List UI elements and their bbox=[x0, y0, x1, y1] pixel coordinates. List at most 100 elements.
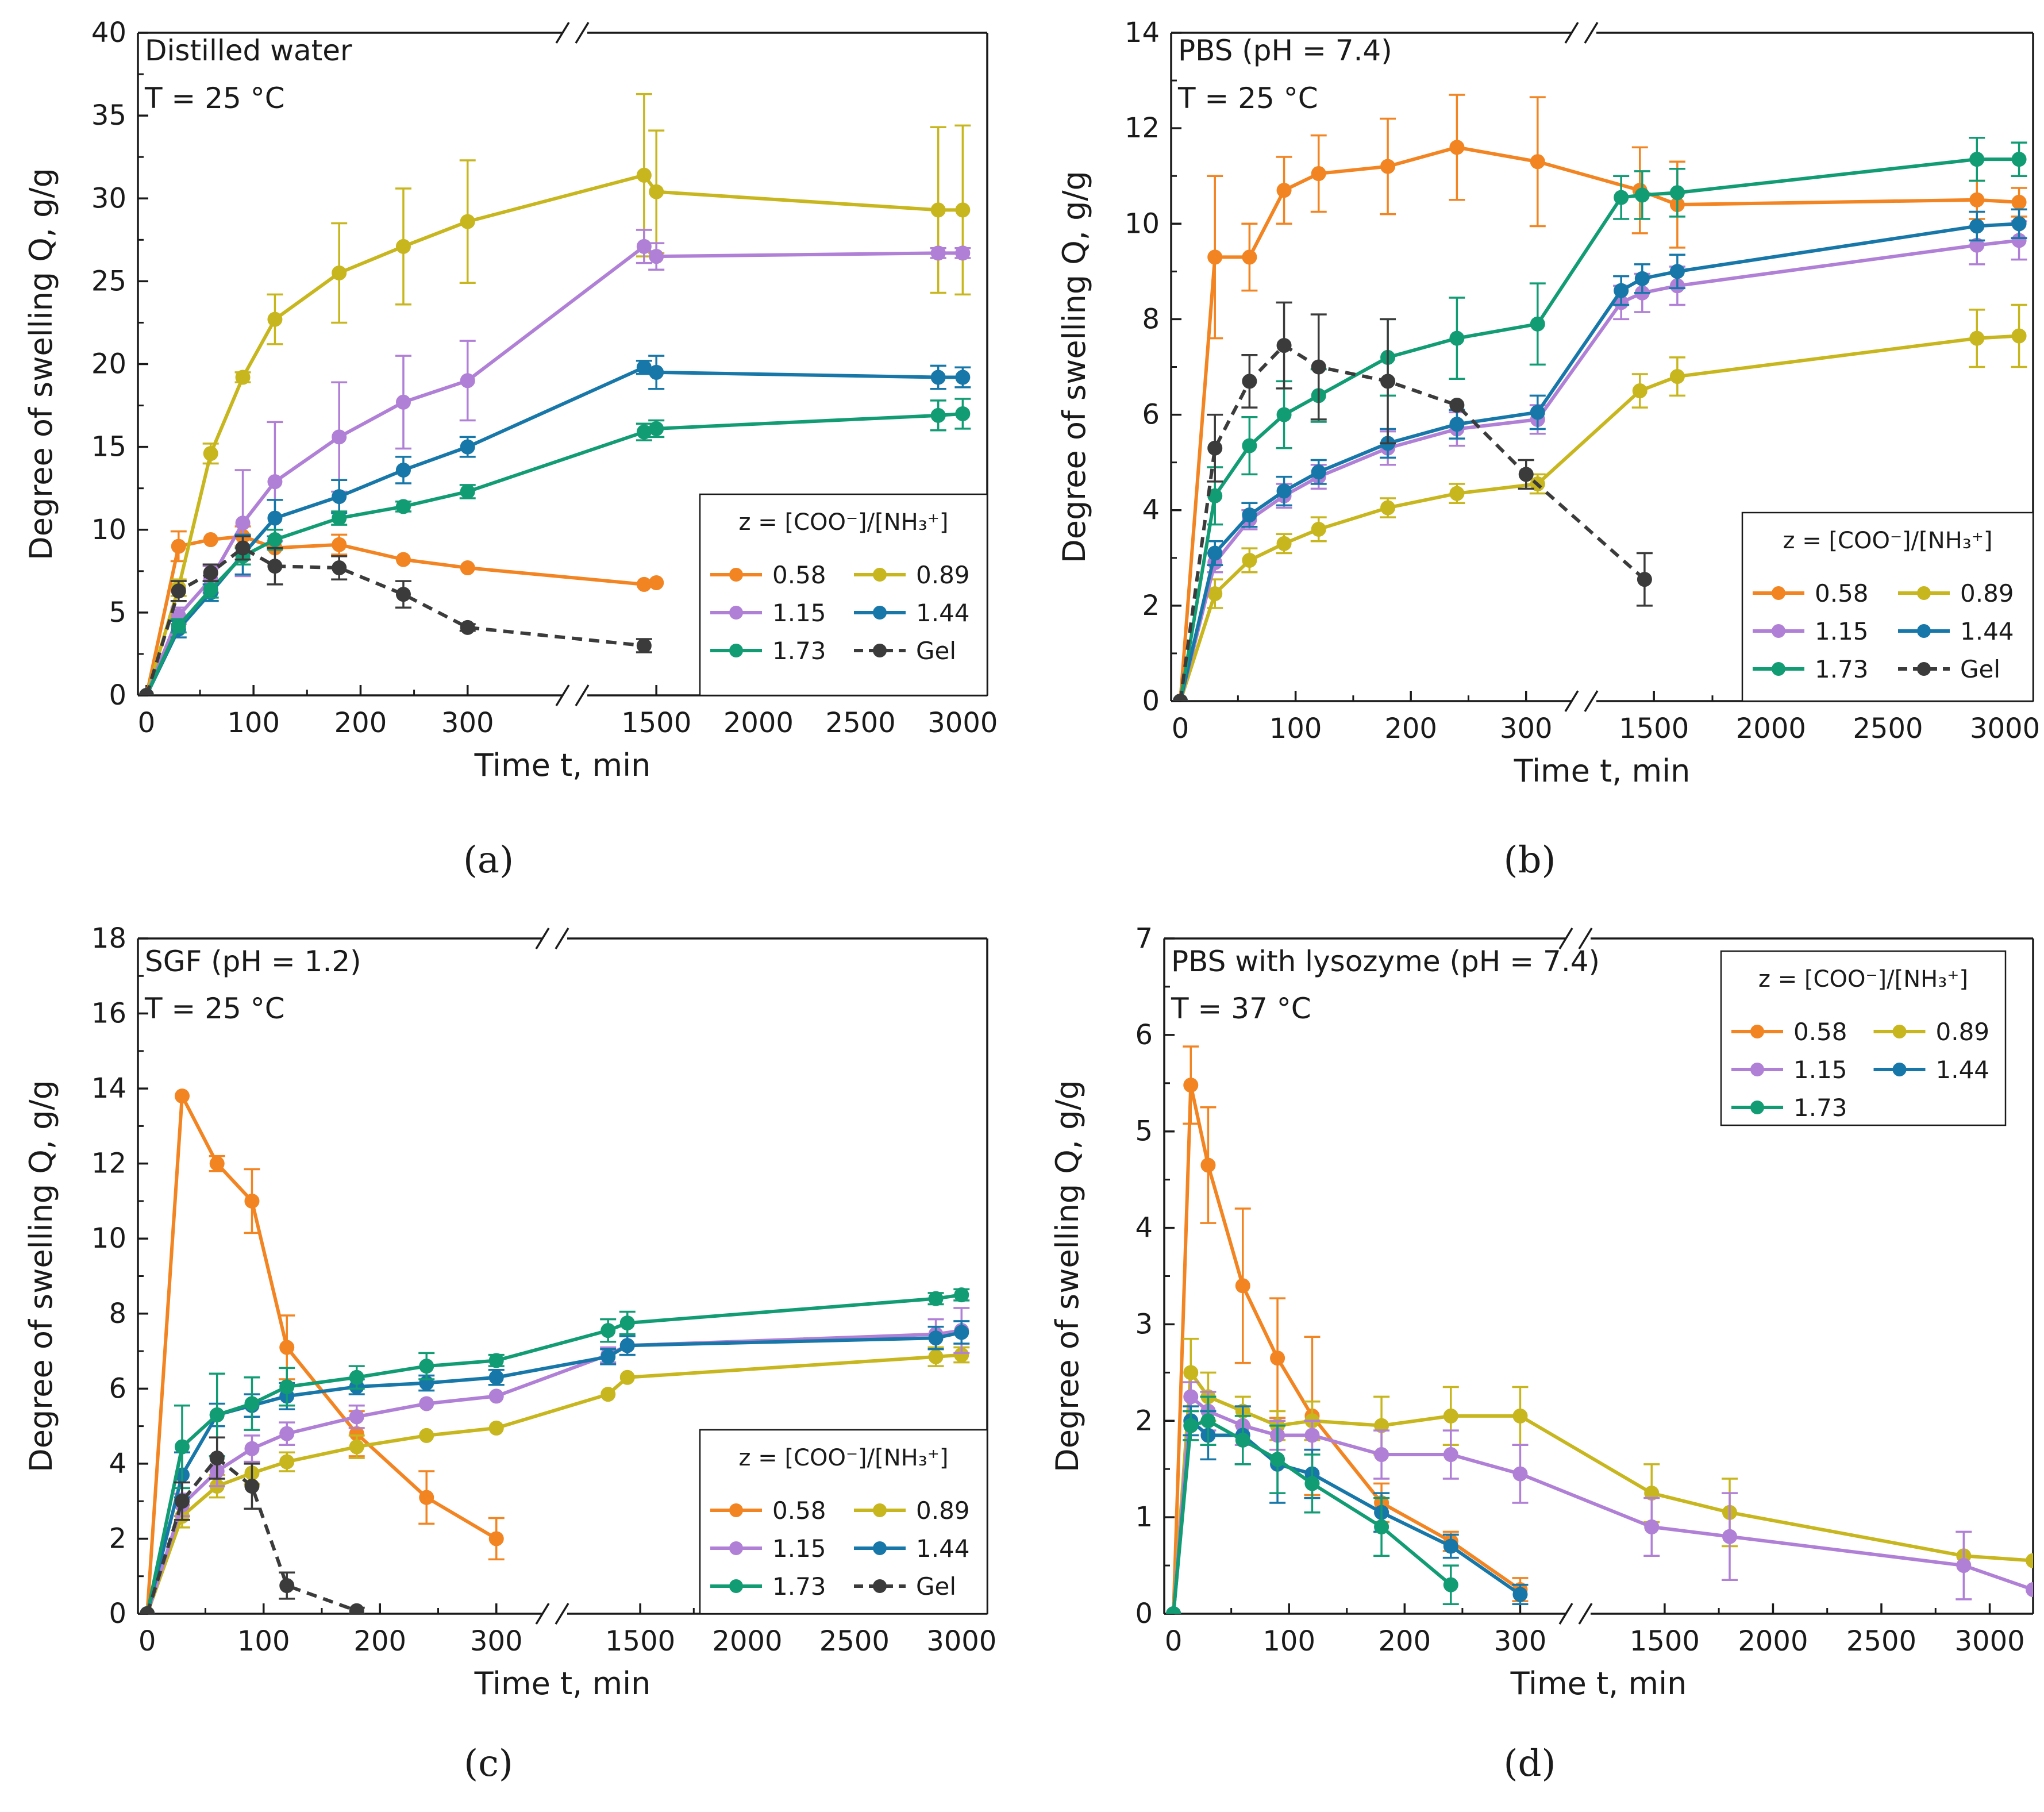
legend-marker bbox=[1750, 1101, 1764, 1114]
data-point bbox=[1449, 397, 1465, 413]
data-point bbox=[1374, 1519, 1389, 1534]
legend-entry-0.89: 0.89 bbox=[854, 1496, 970, 1525]
x-tick-label: 3000 bbox=[1970, 713, 2040, 745]
annotation-text: T = 37 °C bbox=[1171, 992, 1311, 1025]
data-point bbox=[174, 1088, 190, 1104]
x-tick-label: 2000 bbox=[712, 1625, 782, 1657]
data-point bbox=[1304, 1428, 1320, 1443]
annotation-text: Distilled water bbox=[145, 34, 352, 67]
data-point bbox=[395, 394, 411, 410]
legend-label: 0.58 bbox=[772, 1496, 826, 1525]
legend-marker bbox=[1772, 624, 1785, 638]
legend-marker bbox=[729, 1541, 743, 1555]
series-line-0.89 bbox=[145, 1353, 962, 1614]
x-tick-label: 0 bbox=[1165, 1625, 1183, 1657]
data-point bbox=[1449, 417, 1465, 432]
x-tick-label: 200 bbox=[1379, 1625, 1431, 1657]
series-line-1.44 bbox=[145, 366, 963, 695]
data-point bbox=[954, 1287, 969, 1303]
series-line-Gel bbox=[145, 1456, 357, 1614]
data-point bbox=[1270, 1351, 1285, 1366]
data-point bbox=[955, 202, 971, 218]
data-point bbox=[1183, 1389, 1199, 1405]
legend-title: z = [COO⁻]/[NH₃⁺] bbox=[739, 509, 949, 536]
legend-entry-0.89: 0.89 bbox=[1873, 1018, 1990, 1046]
x-tick-label: 0 bbox=[1172, 713, 1190, 745]
data-point bbox=[419, 1396, 434, 1411]
series-1.15 bbox=[1166, 1381, 2033, 1614]
data-point bbox=[1200, 1157, 1216, 1173]
x-tick-label: 3000 bbox=[1954, 1625, 2024, 1657]
y-tick-label: 0 bbox=[109, 1598, 126, 1630]
data-point bbox=[1449, 140, 1465, 155]
axis-break-mark bbox=[555, 22, 570, 44]
data-point bbox=[279, 1379, 295, 1395]
legend-marker bbox=[1772, 662, 1785, 676]
legend-label: 1.73 bbox=[772, 637, 826, 665]
y-tick-label: 20 bbox=[91, 348, 126, 380]
data-point bbox=[1166, 1606, 1181, 1614]
data-point bbox=[419, 1359, 434, 1374]
y-tick-label: 10 bbox=[91, 514, 126, 546]
data-point bbox=[174, 1494, 190, 1509]
annotation-text: SGF (pH = 1.2) bbox=[145, 945, 361, 978]
legend-label: 0.89 bbox=[1936, 1018, 1990, 1046]
data-point bbox=[209, 1451, 225, 1466]
series-Gel bbox=[1173, 301, 1653, 701]
legend-label: 0.89 bbox=[916, 561, 970, 589]
axis-break-mark bbox=[1558, 928, 1573, 949]
x-tick-label: 200 bbox=[1384, 713, 1437, 745]
data-point bbox=[619, 1315, 635, 1331]
series-line-1.73 bbox=[145, 411, 963, 695]
data-point bbox=[1530, 316, 1545, 332]
y-axis-title: Degree of swelling Q, g/g bbox=[23, 1080, 59, 1472]
axis-break-mark bbox=[575, 22, 590, 44]
legend-label: 1.15 bbox=[1815, 617, 1869, 645]
legend-entry-Gel: Gel bbox=[1898, 655, 2000, 683]
data-point bbox=[1518, 467, 1534, 482]
legend-label: 1.44 bbox=[1936, 1056, 1990, 1084]
panel-label: (a) bbox=[463, 839, 514, 882]
x-tick-label: 300 bbox=[470, 1625, 523, 1657]
data-point bbox=[332, 489, 347, 505]
axis-break-mark bbox=[1564, 690, 1579, 712]
legend-entry-Gel: Gel bbox=[854, 1572, 956, 1601]
legend-marker bbox=[1772, 586, 1785, 600]
data-point bbox=[1242, 507, 1257, 523]
data-point bbox=[460, 560, 475, 576]
legend-entry-0.89: 0.89 bbox=[854, 561, 970, 589]
legend-marker bbox=[1892, 1025, 1907, 1038]
panel-d: 0 1 2 3 4 5 6 7 0 100 200 300 1500 2000 2500 3000 Time t… bbox=[1049, 922, 2034, 1785]
data-point bbox=[1235, 1278, 1250, 1294]
data-point bbox=[1632, 383, 1647, 399]
data-point bbox=[928, 1330, 944, 1346]
legend-entry-0.58: 0.58 bbox=[1753, 579, 1869, 607]
data-point bbox=[1380, 374, 1396, 389]
data-point bbox=[1634, 271, 1650, 286]
data-point bbox=[1183, 1365, 1199, 1380]
x-tick-label: 0 bbox=[138, 1625, 156, 1657]
y-tick-label: 10 bbox=[1125, 207, 1160, 240]
data-point bbox=[267, 559, 283, 574]
data-point bbox=[267, 474, 283, 490]
legend-entry-0.58: 0.58 bbox=[710, 561, 826, 589]
y-tick-label: 6 bbox=[1135, 1019, 1153, 1051]
legend: z = [COO⁻]/[NH₃⁺] 0.58 0.89 1.15 1.44 1.73 bbox=[1720, 950, 2007, 1126]
data-point bbox=[235, 370, 251, 385]
legend: z = [COO⁻]/[NH₃⁺] 0.58 0.89 1.15 1.44 1.73 Gel bbox=[1741, 511, 2034, 702]
data-point bbox=[1530, 405, 1545, 420]
y-axis-title: Degree of swelling Q, g/g bbox=[1056, 171, 1092, 563]
data-point bbox=[1669, 264, 1685, 279]
x-axis-title: Time t, min bbox=[474, 747, 651, 783]
data-point bbox=[954, 1325, 969, 1340]
data-point bbox=[395, 552, 411, 567]
axis-break-mark bbox=[1584, 690, 1599, 712]
data-point bbox=[1276, 338, 1292, 353]
data-point bbox=[267, 532, 283, 548]
data-point bbox=[1200, 1413, 1216, 1429]
x-tick-label: 1500 bbox=[605, 1625, 675, 1657]
data-point bbox=[1512, 1408, 1528, 1424]
data-point bbox=[1276, 536, 1292, 551]
data-point bbox=[1242, 249, 1257, 265]
data-point bbox=[1956, 1558, 1972, 1574]
